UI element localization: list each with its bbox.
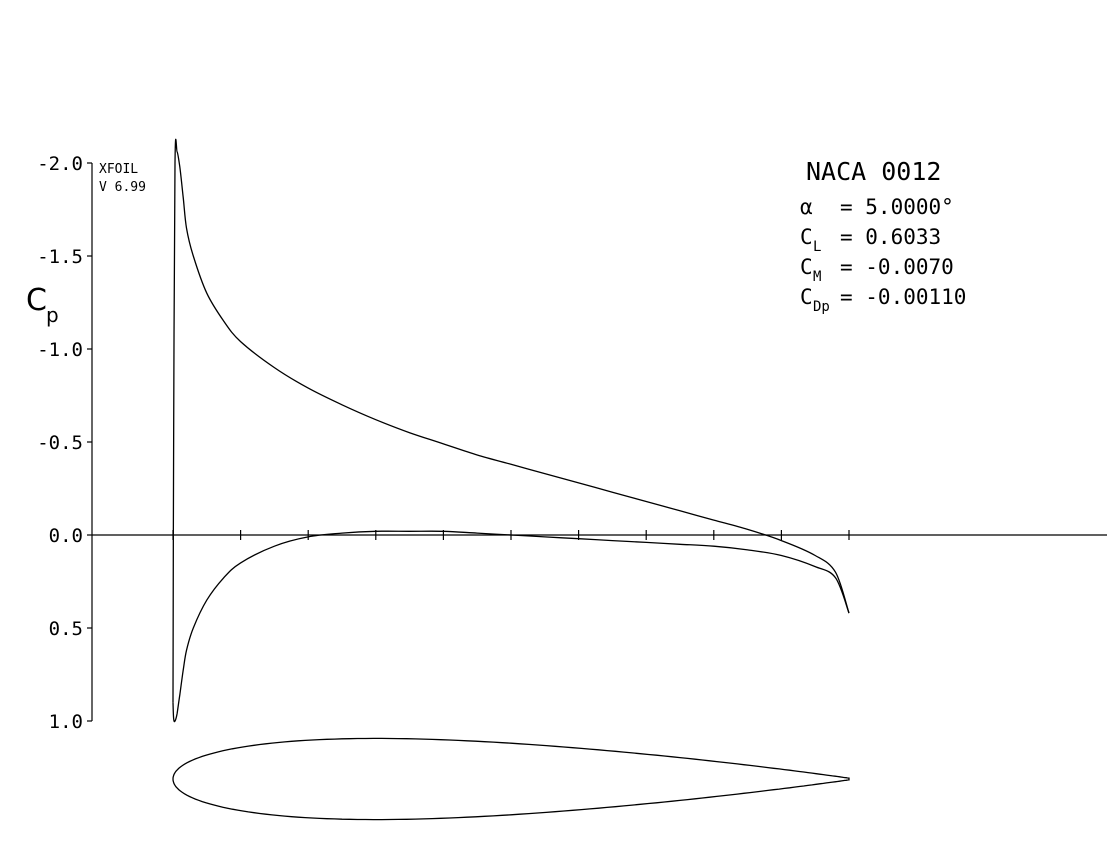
cdp-subscript: Dp [813,299,830,315]
cm-subscript: M [813,269,821,285]
y-axis-label: C [26,283,47,318]
program-name: XFOIL [99,162,138,177]
y-axis: -2.0 -1.5 -1.0 -0.5 0.0 0.5 1.0 [37,153,93,733]
program-version: V 6.99 [99,180,146,195]
y-tick-label: 1.0 [49,711,83,733]
results-block: NACA 0012 α = 5.0000° C L = 0.6033 C M =… [800,157,966,315]
cdp-value: = -0.00110 [840,285,966,309]
cl-value: = 0.6033 [840,225,941,249]
cp-lower-surface-line [172,530,850,723]
airfoil-outline [172,737,850,821]
cp-series [172,138,850,723]
y-tick-label: -2.0 [37,153,83,175]
y-tick-label: -1.0 [37,339,83,361]
y-tick-label: 0.0 [49,525,83,547]
y-tick-label: 0.5 [49,618,83,640]
cl-symbol: C [800,225,813,249]
airfoil-title: NACA 0012 [806,157,941,186]
cm-symbol: C [800,255,813,279]
y-axis-label-subscript: p [46,303,59,327]
alpha-value: = 5.0000° [840,195,954,219]
cdp-symbol: C [800,285,813,309]
y-tick-label: -0.5 [37,432,83,454]
y-tick-label: -1.5 [37,246,83,268]
cm-value: = -0.0070 [840,255,954,279]
cl-subscript: L [813,239,821,255]
alpha-symbol: α [800,195,813,219]
airfoil-shape [172,737,850,821]
cp-upper-surface-line [172,138,850,703]
x-axis [92,530,1107,540]
